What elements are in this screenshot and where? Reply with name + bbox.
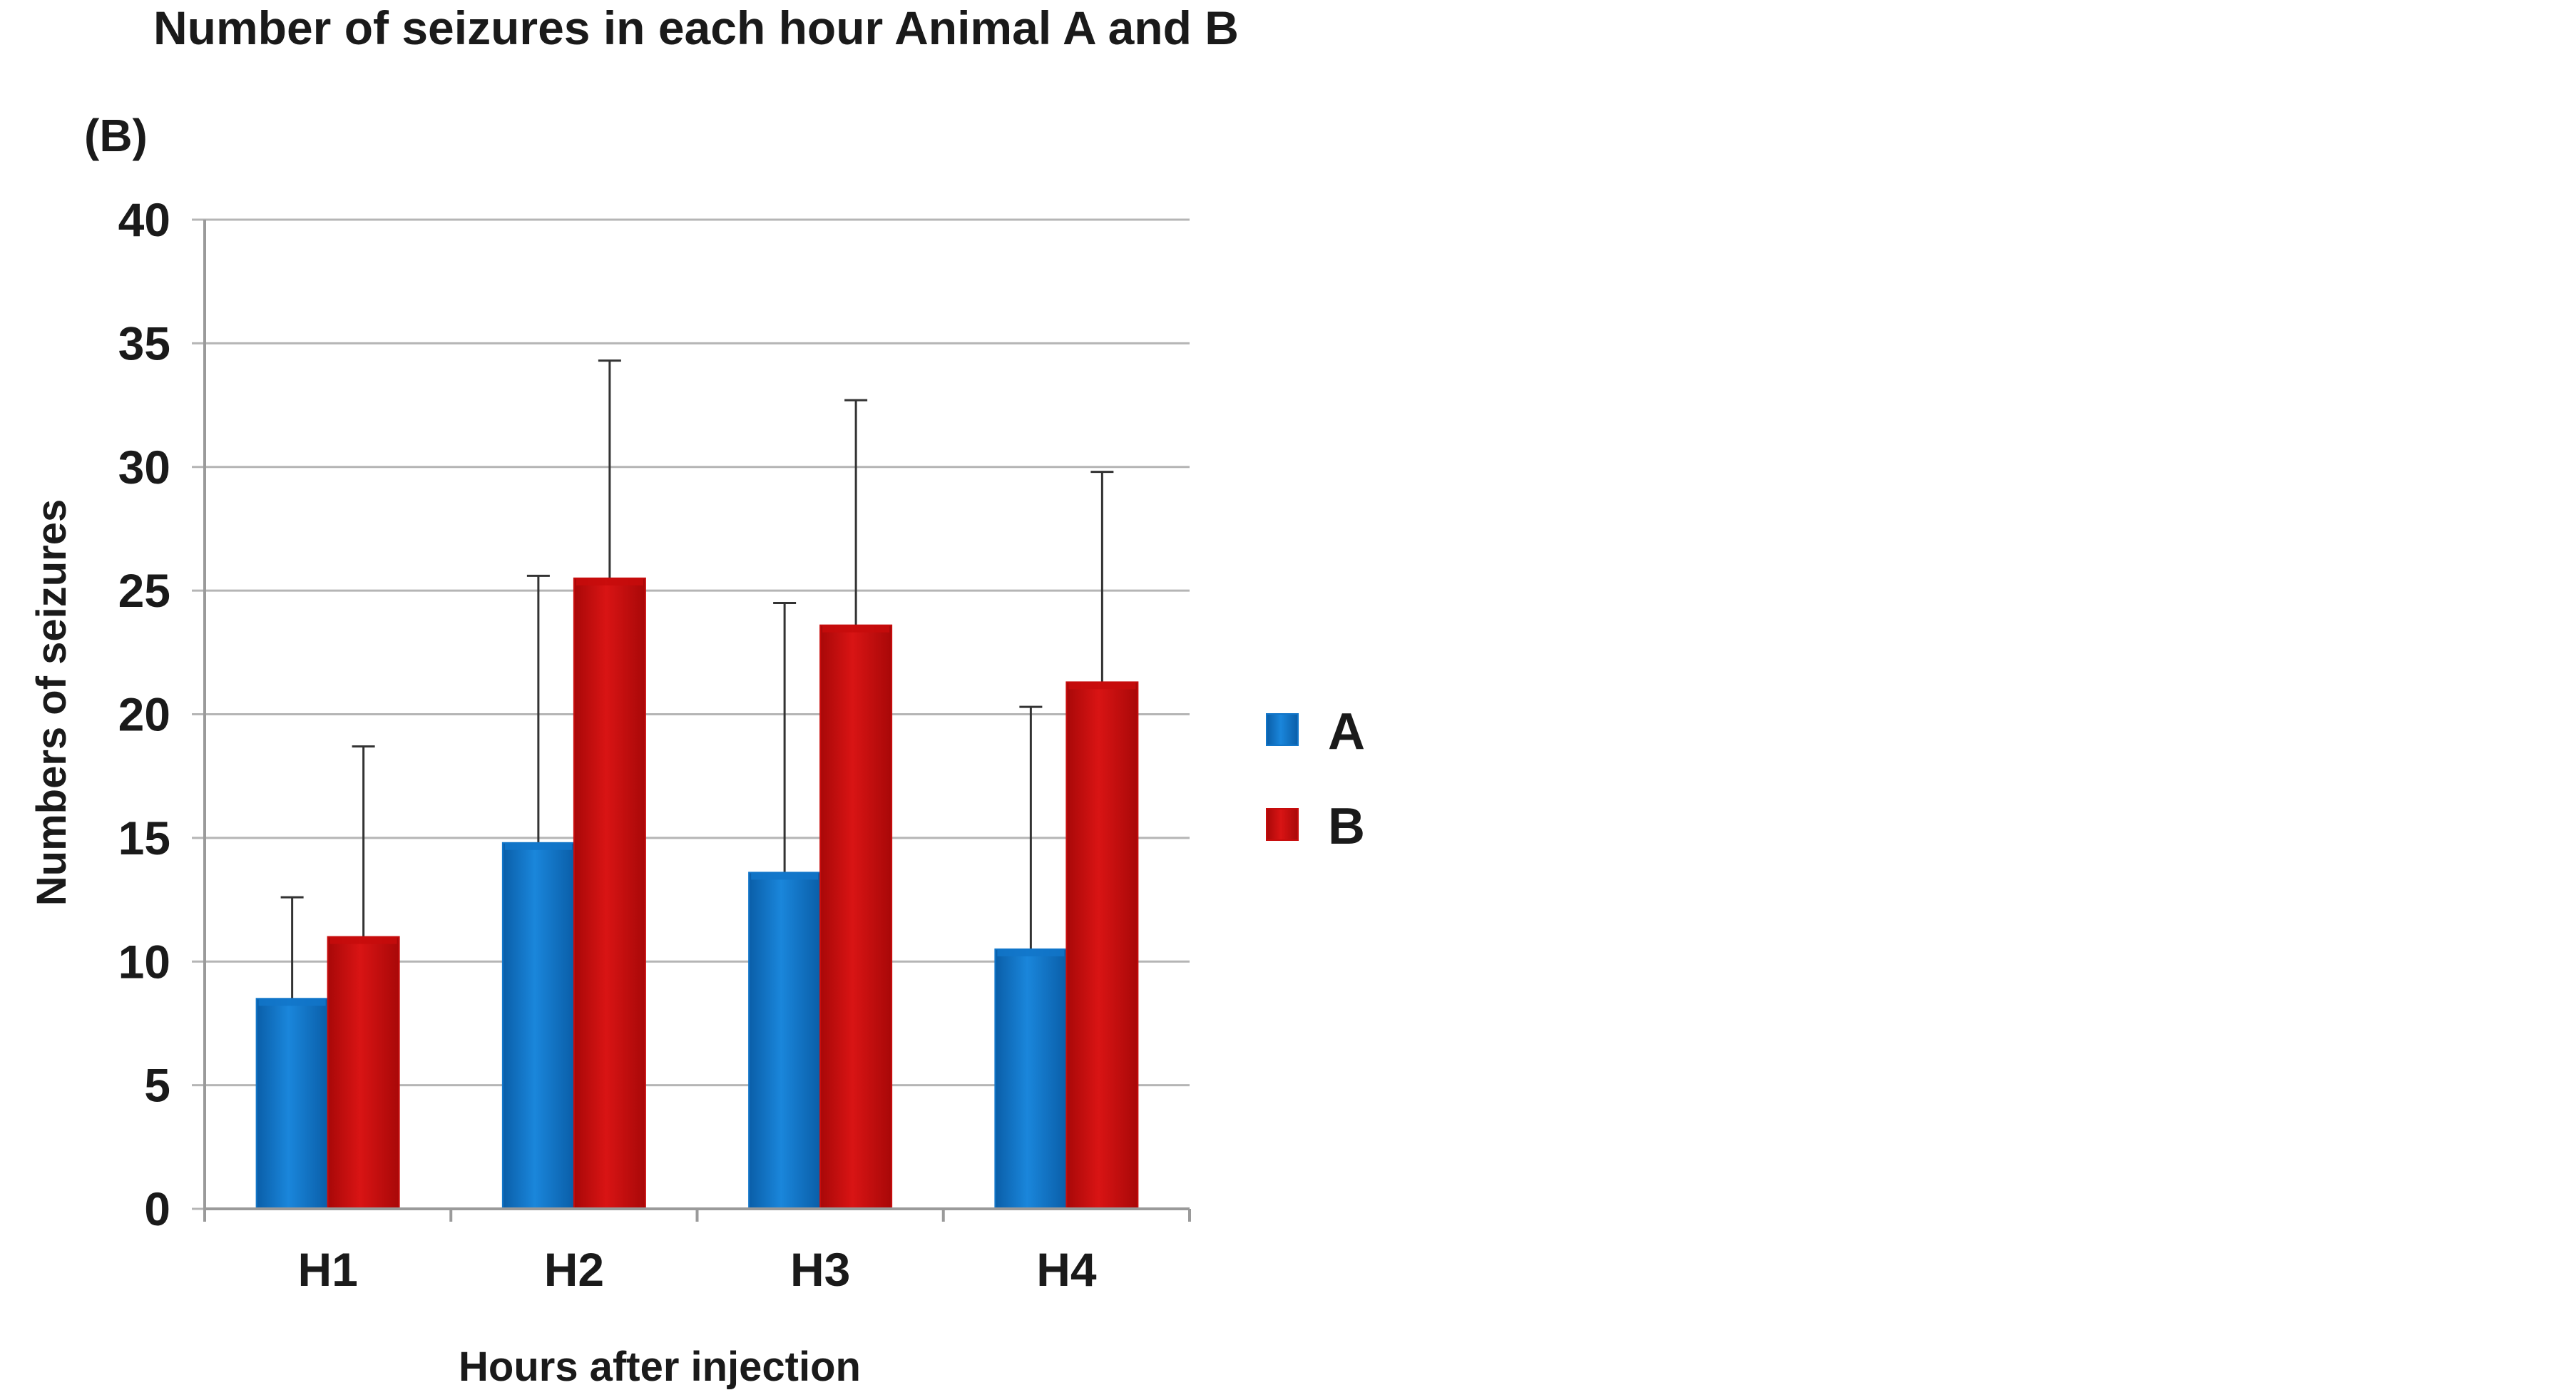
- bar-B-H3: [819, 624, 893, 1210]
- error-bar-A-H4: [1019, 705, 1043, 949]
- legend-swatch-B: [1266, 808, 1299, 841]
- bar-cap: [258, 998, 326, 1006]
- y-tick-label: 0: [144, 1182, 170, 1235]
- legend: AB: [1266, 703, 1365, 855]
- y-tick-label: 40: [118, 193, 170, 246]
- bar-body: [255, 998, 329, 1210]
- error-bar-B-H4: [1090, 471, 1114, 683]
- y-tick-label: 15: [118, 812, 170, 864]
- legend-swatch-A: [1266, 713, 1299, 746]
- y-tick-label: 30: [118, 441, 170, 494]
- bar-cap: [1068, 682, 1136, 690]
- error-bar-A-H1: [280, 896, 304, 999]
- bar-body: [748, 872, 822, 1210]
- legend-item-B: B: [1266, 798, 1365, 855]
- bar-cap: [822, 625, 890, 633]
- x-axis-ticks: H1 H2 H3 H4: [297, 1243, 1096, 1296]
- y-tick-label: 35: [118, 317, 170, 369]
- bar-cap: [997, 949, 1065, 956]
- error-bar-B-H2: [598, 359, 621, 578]
- error-bar-A-H3: [773, 601, 797, 873]
- bar-B-H2: [573, 577, 646, 1210]
- x-tick-label-H3: H3: [790, 1243, 850, 1296]
- x-tick-label-H4: H4: [1036, 1243, 1097, 1296]
- legend-item-A: A: [1266, 703, 1365, 760]
- axes: [203, 220, 1191, 1222]
- bars: [255, 577, 1139, 1210]
- error-bar-B-H1: [352, 745, 375, 937]
- x-tick-label-H1: H1: [297, 1243, 357, 1296]
- bar-B-H1: [327, 936, 400, 1210]
- bar-body: [501, 842, 575, 1210]
- bar-A-H2: [501, 842, 575, 1210]
- y-tick-label: 10: [118, 935, 170, 988]
- error-bar-A-H2: [526, 574, 550, 843]
- bar-body: [573, 577, 646, 1210]
- bar-body: [1065, 681, 1139, 1210]
- x-axis-label: Hours after injection: [459, 1344, 861, 1390]
- bar-cap: [329, 936, 397, 944]
- y-tick-label: 5: [144, 1059, 170, 1112]
- legend-label-B: B: [1328, 798, 1365, 855]
- bar-body: [994, 948, 1068, 1210]
- chart-title: Number of seizures in each hour Animal A…: [153, 1, 1239, 54]
- bar-body: [819, 624, 893, 1210]
- bar-body: [327, 936, 400, 1210]
- y-axis-label: Numbers of seizures: [29, 499, 75, 906]
- bar-A-H3: [748, 872, 822, 1210]
- bar-cap: [504, 842, 572, 850]
- bar-A-H1: [255, 998, 329, 1210]
- legend-label-A: A: [1328, 703, 1365, 760]
- y-tick-label: 20: [118, 688, 170, 741]
- x-tick-label-H2: H2: [544, 1243, 604, 1296]
- panel-label: (B): [84, 110, 148, 161]
- bar-A-H4: [994, 948, 1068, 1210]
- bar-B-H4: [1065, 681, 1139, 1210]
- error-bar-B-H3: [844, 399, 868, 625]
- y-tick-label: 25: [118, 564, 170, 617]
- bar-cap: [576, 578, 643, 586]
- y-axis-ticks: 0 5 10 15 20 25 30 35 40: [118, 193, 170, 1235]
- bar-cap: [751, 872, 819, 880]
- error-bars: [280, 359, 1114, 999]
